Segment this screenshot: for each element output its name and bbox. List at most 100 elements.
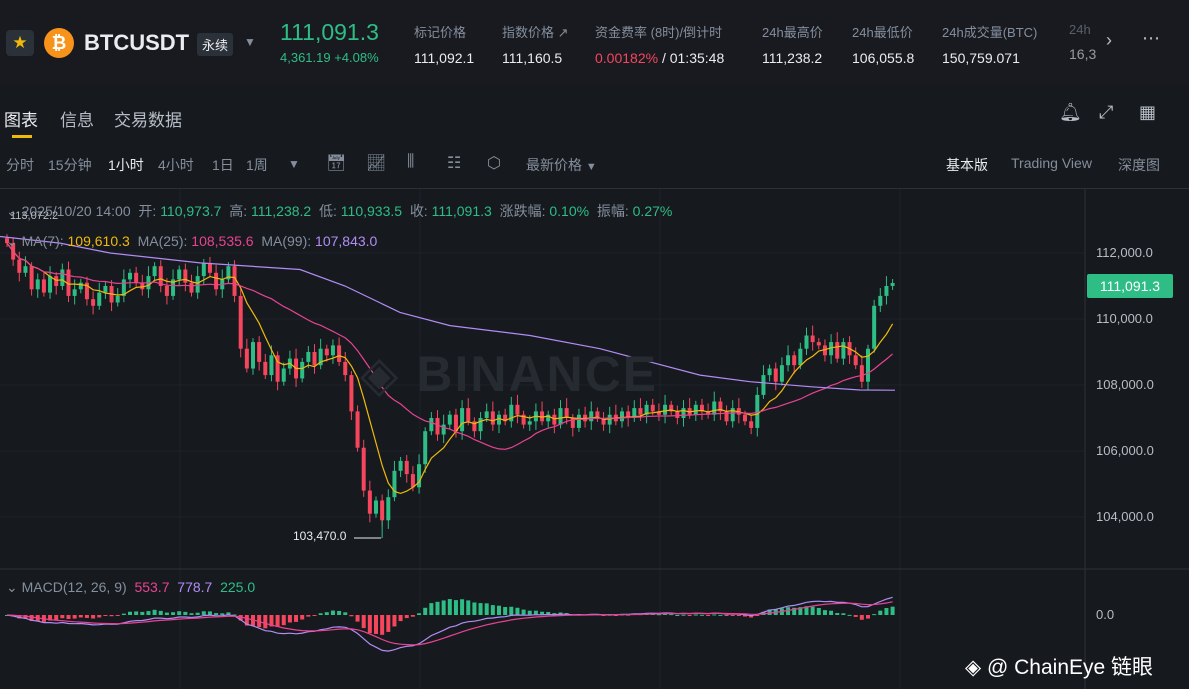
macd-histogram-bar <box>361 615 366 629</box>
candle-body <box>773 368 778 382</box>
candle-body <box>60 269 65 286</box>
macd-histogram-bar <box>324 612 329 615</box>
candle-body <box>699 404 704 412</box>
macd-histogram-bar <box>177 611 182 615</box>
macd-histogram-bar <box>804 606 809 615</box>
macd-legend: ⌄ MACD(12, 26, 9) 553.7 778.7 225.0 <box>6 579 255 596</box>
candle-body <box>540 411 545 422</box>
candle-body <box>810 335 815 343</box>
candle-body <box>164 286 169 296</box>
interval-1w[interactable]: 1周 <box>246 157 268 173</box>
chart-settings-icon[interactable]: ☷ <box>447 155 462 172</box>
macd-histogram-bar <box>490 605 495 615</box>
ma99-label: MA(99): <box>261 233 312 249</box>
candle-body <box>374 500 378 514</box>
expand-icon[interactable]: ⤢ <box>1099 102 1114 122</box>
candle-body <box>521 414 526 425</box>
macd-histogram-bar <box>134 611 139 615</box>
candle-body <box>103 286 108 293</box>
macd-histogram-bar <box>287 615 292 623</box>
ma25-line <box>6 242 893 450</box>
macd-histogram-bar <box>294 615 299 622</box>
candle-body <box>417 464 422 488</box>
funding-countdown: / 01:35:48 <box>658 50 725 66</box>
display-settings-icon[interactable]: ⬡ <box>487 155 501 172</box>
macd-histogram-bar <box>97 615 102 618</box>
symbol-dropdown-chevron-icon[interactable]: ▼ <box>244 35 256 49</box>
macd-histogram-bar <box>109 615 114 617</box>
macd-histogram-bar <box>128 611 132 615</box>
interval-15m[interactable]: 15分钟 <box>48 157 92 173</box>
bell-icon[interactable]: 🔔︎ <box>1059 102 1082 122</box>
candle-body <box>232 266 237 296</box>
stat-24h-low: 24h最低价 106,055.8 <box>852 22 914 66</box>
candle-body <box>453 414 458 432</box>
candle-type-icon[interactable]: ⫼ <box>407 153 415 170</box>
macd-histogram-bar <box>244 615 249 626</box>
stat-24h-high: 24h最高价 111,238.2 <box>762 22 823 66</box>
candle-body <box>29 266 34 290</box>
tab-chart[interactable]: 图表 <box>4 111 38 130</box>
interval-1d[interactable]: 1日 <box>212 157 234 173</box>
macd-histogram-bar <box>78 615 83 618</box>
calendar-icon[interactable]: 📅︎ <box>326 155 347 172</box>
view-depth[interactable]: 深度图 <box>1118 157 1160 173</box>
interval-dropdown-chevron-icon[interactable]: ▼ <box>288 157 300 171</box>
interval-4h[interactable]: 4小时 <box>158 157 194 173</box>
toolbar-divider <box>0 188 1189 189</box>
macd-histogram-bar <box>503 607 508 615</box>
candle-body <box>78 282 83 290</box>
candle-body <box>281 368 286 382</box>
stat-value: 106,055.8 <box>852 50 915 66</box>
low-marker-label: 103,470.0 <box>293 529 347 543</box>
candle-body <box>601 418 606 425</box>
ohlc-date: 2025/10/20 14:00 <box>21 203 131 219</box>
candle-body <box>884 286 889 296</box>
more-options-icon[interactable]: ⋯ <box>1142 28 1161 48</box>
collapse-chevron-icon[interactable]: ⌄ <box>6 203 18 219</box>
interval-timeline[interactable]: 分时 <box>6 157 34 173</box>
ohlc-legend: ⌄ 2025/10/20 14:00 开: 110,973.7 高: 111,2… <box>6 201 672 221</box>
candle-body <box>361 447 366 491</box>
indicator-icon[interactable]: 📈︎ <box>366 155 387 172</box>
candle-body <box>792 355 797 366</box>
stat-value: 111,092.1 <box>414 50 475 66</box>
symbol-name[interactable]: BTCUSDT <box>84 30 190 55</box>
ma7-label: MA(7): <box>21 233 64 249</box>
view-tradingview[interactable]: Trading View <box>1011 155 1092 171</box>
candle-body <box>822 345 827 356</box>
candle-body <box>275 355 280 382</box>
scroll-right-chevron-icon[interactable]: › <box>1106 30 1112 50</box>
macd-histogram-bar <box>552 613 557 615</box>
ma7-value: 109,610.3 <box>67 233 130 249</box>
interval-1h[interactable]: 1小时 <box>108 157 144 173</box>
favorite-star-icon[interactable]: ★ <box>6 30 34 56</box>
price-type-select[interactable]: 最新价格 ▼ <box>526 155 597 175</box>
macd-histogram-bar <box>466 600 471 615</box>
candle-body <box>238 295 243 349</box>
y-tick-label: 110,000.0 <box>1096 311 1153 326</box>
candle-body <box>724 411 729 422</box>
tab-trading-data[interactable]: 交易数据 <box>114 111 182 130</box>
candle-body <box>607 414 612 425</box>
active-tab-indicator <box>12 135 32 138</box>
macd-histogram-bar <box>699 614 704 616</box>
macd-histogram-bar <box>829 610 834 615</box>
macd-histogram-bar <box>417 613 422 615</box>
view-basic[interactable]: 基本版 <box>946 157 988 173</box>
tab-info[interactable]: 信息 <box>60 111 94 130</box>
macd-histogram-bar <box>423 607 428 615</box>
change-label: 涨跌幅: <box>499 203 546 219</box>
macd-histogram-bar <box>201 611 206 615</box>
collapse-chevron-icon[interactable]: ⌄ <box>6 579 18 595</box>
stat-index-price[interactable]: 指数价格 ↗ 111,160.5 <box>502 22 569 66</box>
collapse-chevron-icon[interactable]: ⌄ <box>6 233 18 249</box>
layout-grid-icon[interactable]: ▦ <box>1139 102 1157 122</box>
macd-dif: 553.7 <box>134 579 170 595</box>
candle-body <box>201 262 206 277</box>
moving-averages <box>0 235 896 495</box>
stat-label: 指数价格 ↗ <box>502 25 569 40</box>
candlestick-chart[interactable] <box>0 189 1189 689</box>
open-label: 开: <box>138 203 157 219</box>
macd-histogram-bar <box>380 615 385 635</box>
